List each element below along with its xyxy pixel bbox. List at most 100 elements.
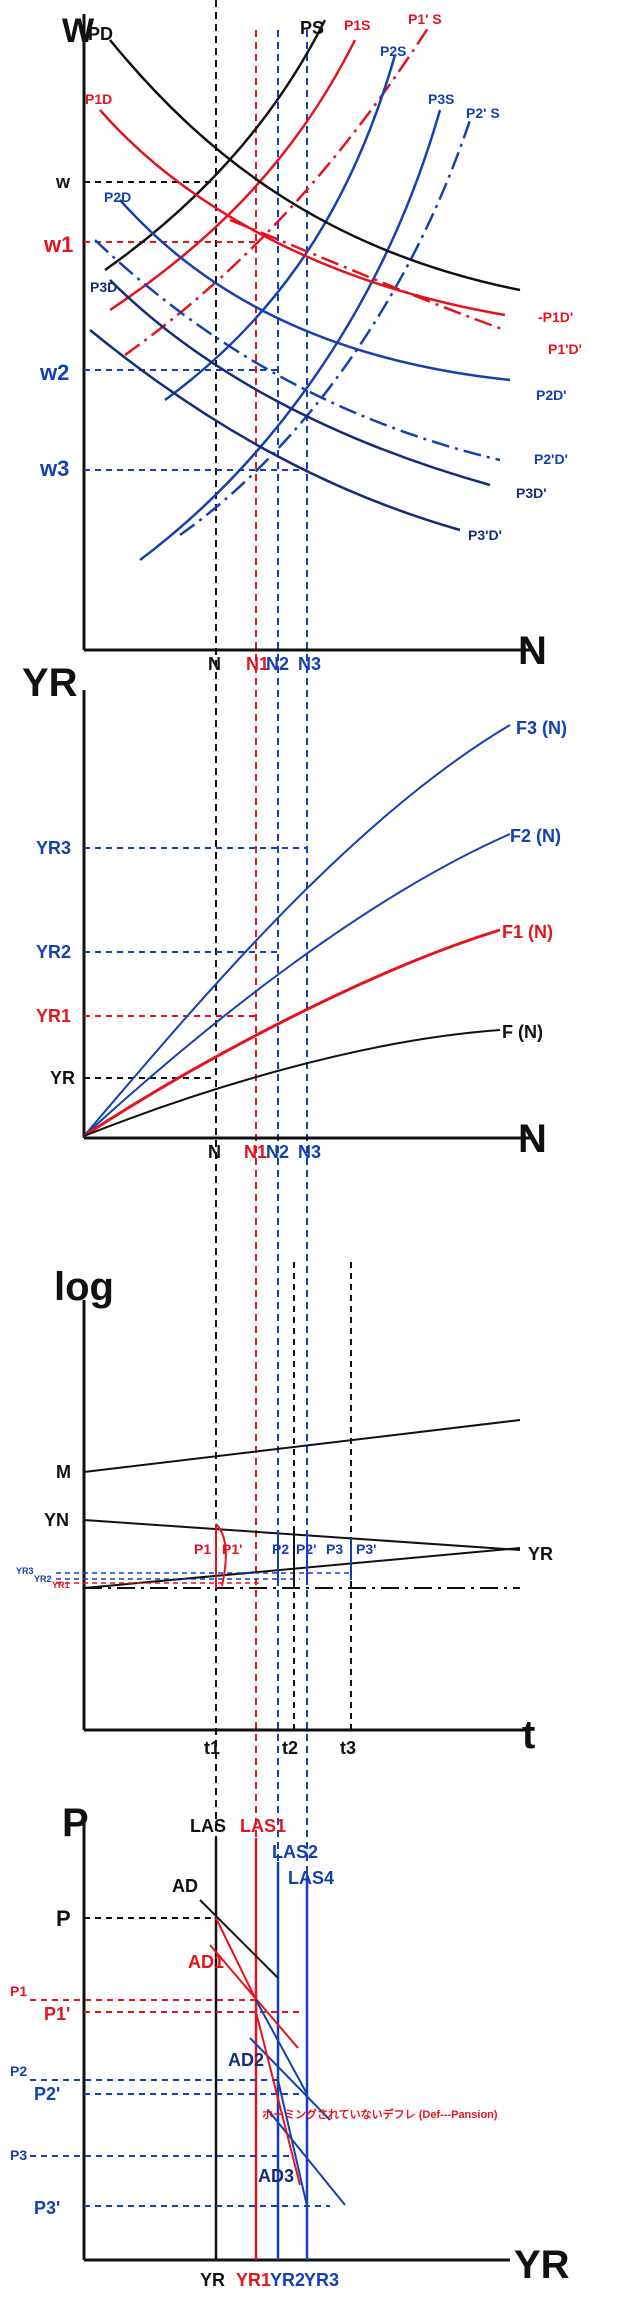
tick-n1: N1	[246, 654, 269, 674]
ad-path-2	[255, 1999, 308, 2095]
price-guides	[30, 1917, 330, 2207]
curve-f1	[83, 928, 501, 1138]
label-f1: F1 (N)	[502, 922, 553, 942]
label-las: LAS	[190, 1816, 226, 1836]
tick-yr1: YR1	[236, 2270, 271, 2290]
tick-p3: P3	[10, 2147, 27, 2163]
label-p3d-prime: P3D'	[516, 485, 547, 501]
tick-t1: t1	[204, 1738, 220, 1758]
tick-p3p: P3'	[34, 2198, 60, 2218]
label-las2: LAS2	[272, 1842, 318, 1862]
deflation-annotation: ホーミングされていないデフレ (Def---Pansion)	[262, 2107, 498, 2121]
curve-p1ps	[124, 24, 432, 357]
gap-p2p: P2'	[296, 1541, 316, 1557]
tick-yr1: YR1	[36, 1006, 71, 1026]
label-ad3: AD3	[258, 2166, 294, 2186]
label-p1d-prime: -P1D'	[538, 309, 573, 325]
label-p1pd-prime: P1'D'	[548, 341, 582, 357]
panel-production: YR N F3 (N) F2 (N) F1 (N) F (N) YR3 YR2 …	[22, 661, 567, 1162]
tick-w2: w2	[39, 360, 69, 385]
curve-p3s	[139, 109, 442, 561]
panel-ad-las: P YR LAS LAS1 LAS	[10, 1801, 570, 2290]
tick-p1: P1	[10, 1983, 27, 1999]
curve-p1d	[99, 109, 506, 317]
curve-f3	[83, 724, 511, 1137]
label-p3pd-prime: P3'D'	[468, 527, 502, 543]
ad-path-1	[215, 1917, 257, 2001]
las-lines	[214, 1838, 309, 2260]
label-f3: F3 (N)	[516, 718, 567, 738]
vertical-guides	[215, 0, 308, 2260]
tick-yr2-small: YR2	[34, 1574, 52, 1584]
curve-p2pd	[94, 239, 501, 462]
tick-yr3: YR3	[304, 2270, 339, 2290]
tick-p2: P2	[10, 2063, 27, 2079]
output-guides	[84, 847, 307, 1079]
axis-label-n: N	[518, 1117, 547, 1161]
curve-f2	[83, 833, 511, 1137]
tick-w: w	[55, 172, 71, 192]
gap-brackets	[215, 1523, 352, 1588]
axis-label-yr: YR	[22, 661, 78, 705]
tick-n3: N3	[298, 1142, 321, 1162]
label-p1d: P1D	[85, 91, 112, 107]
panel-log-time: log t M YN YR P1 P1' P2 P2' P3	[16, 1262, 553, 1758]
tick-yr1-small: YR1	[52, 1580, 70, 1590]
panel-labor-market: W N PD PS P1S P1' S P2S P3S P2' S P1D	[39, 11, 582, 674]
tick-w3: w3	[39, 456, 69, 481]
line-m	[83, 1419, 521, 1473]
tick-yr: YR	[200, 2270, 225, 2290]
curve-ps	[104, 19, 327, 272]
label-p1s: P1S	[344, 17, 370, 33]
label-yn: YN	[44, 1510, 69, 1530]
curve-p1d-prime	[229, 218, 506, 332]
ad3-line	[267, 2109, 346, 2206]
axis-label-yr: YR	[514, 2243, 570, 2287]
label-ad1: AD1	[188, 1952, 224, 1972]
curve-p3pd	[89, 329, 461, 532]
curve-p2ps	[179, 119, 472, 537]
tick-t3: t3	[340, 1738, 356, 1758]
curve-p2s	[164, 54, 397, 402]
gap-p1: P1	[194, 1541, 211, 1557]
ad-lines	[199, 1899, 346, 2207]
label-yr: YR	[528, 1544, 553, 1564]
curve-p2d	[119, 199, 511, 382]
tick-n1: N1	[244, 1142, 267, 1162]
tick-t2: t2	[282, 1738, 298, 1758]
ad2-line	[249, 2037, 331, 2121]
label-ad2: AD2	[228, 2050, 264, 2070]
label-p2ps: P2' S	[466, 105, 500, 121]
tick-yr3: YR3	[36, 838, 71, 858]
tick-n2: N2	[266, 654, 289, 674]
label-las1: LAS1	[240, 1816, 286, 1836]
label-p2s: P2S	[380, 43, 406, 59]
tick-n: N	[208, 654, 221, 674]
tick-n3: N3	[298, 654, 321, 674]
label-p2pd-prime: P2'D'	[534, 451, 568, 467]
label-p3s: P3S	[428, 91, 454, 107]
time-guides	[293, 1262, 352, 1730]
wage-guides	[84, 181, 307, 471]
axis-label-t: t	[522, 1713, 535, 1757]
line-yr	[83, 1547, 521, 1589]
tick-yr2: YR2	[270, 2270, 305, 2290]
label-p1ps: P1' S	[408, 11, 442, 27]
label-p2d-prime: P2D'	[536, 387, 567, 403]
axis-label-w: W	[62, 12, 95, 50]
tick-n2: N2	[266, 1142, 289, 1162]
gap-p1p: P1'	[222, 1541, 242, 1557]
gap-p3: P3	[326, 1541, 343, 1557]
tick-yr2: YR2	[36, 942, 71, 962]
line-yn	[83, 1519, 521, 1551]
ad-line	[199, 1899, 279, 1979]
tick-yr: YR	[50, 1068, 75, 1088]
label-p2d: P2D	[104, 189, 131, 205]
ad-path-4	[277, 2079, 308, 2207]
label-ad: AD	[172, 1876, 198, 1896]
small-dashes	[56, 1572, 350, 1584]
label-pd: PD	[88, 24, 113, 44]
axis-label-n: N	[518, 629, 547, 673]
